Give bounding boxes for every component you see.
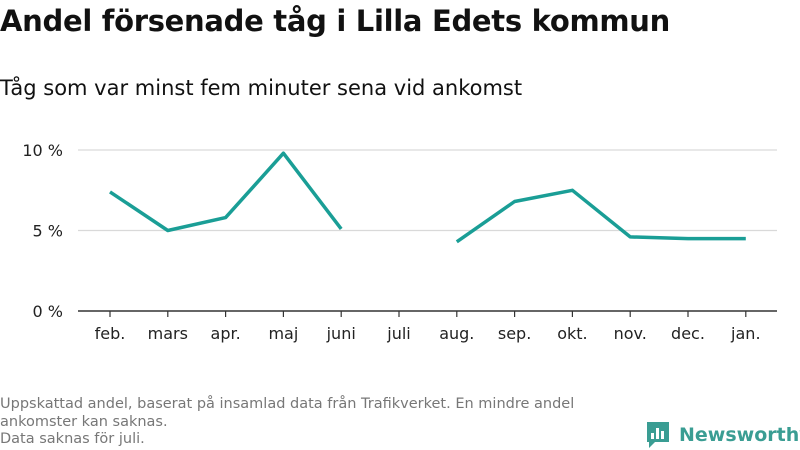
x-tick-label: apr. (211, 324, 241, 343)
newsworthy-icon (647, 422, 669, 448)
chart-subtitle: Tåg som var minst fem minuter sena vid a… (0, 76, 523, 100)
series-line (109, 151, 343, 233)
footnote-source: Uppskattad andel, baserat på insamlad da… (0, 396, 575, 430)
x-tick-label: nov. (614, 324, 647, 343)
y-tick-label: 5 % (33, 222, 63, 241)
x-tick-label: feb. (95, 324, 126, 343)
series-line (455, 188, 746, 244)
chart-title: Andel försenade tåg i Lilla Edets kommun (0, 4, 670, 38)
footnote: Uppskattad andel, baserat på insamlad da… (0, 396, 640, 449)
x-tick-label: juni (326, 324, 356, 343)
x-tick-label: mars (148, 324, 188, 343)
x-tick-label: maj (268, 324, 298, 343)
x-tick-label: dec. (671, 324, 705, 343)
footnote-missing-data: Data saknas för juli. (0, 431, 145, 447)
x-tick-label: jan. (730, 324, 760, 343)
line-chart: 0 % 5 % 10 % feb. mars apr. maj juni juli aug. sep… (22, 141, 777, 343)
brand-logo: Newsworthy (645, 420, 800, 450)
y-tick-label: 10 % (22, 141, 63, 160)
x-tick-label: okt. (557, 324, 587, 343)
x-tick-label: sep. (498, 324, 531, 343)
brand-name: Newsworthy (679, 424, 800, 446)
y-tick-label: 0 % (33, 302, 63, 321)
x-tick-label: aug. (439, 324, 474, 343)
x-tick-label: juli (386, 324, 410, 343)
